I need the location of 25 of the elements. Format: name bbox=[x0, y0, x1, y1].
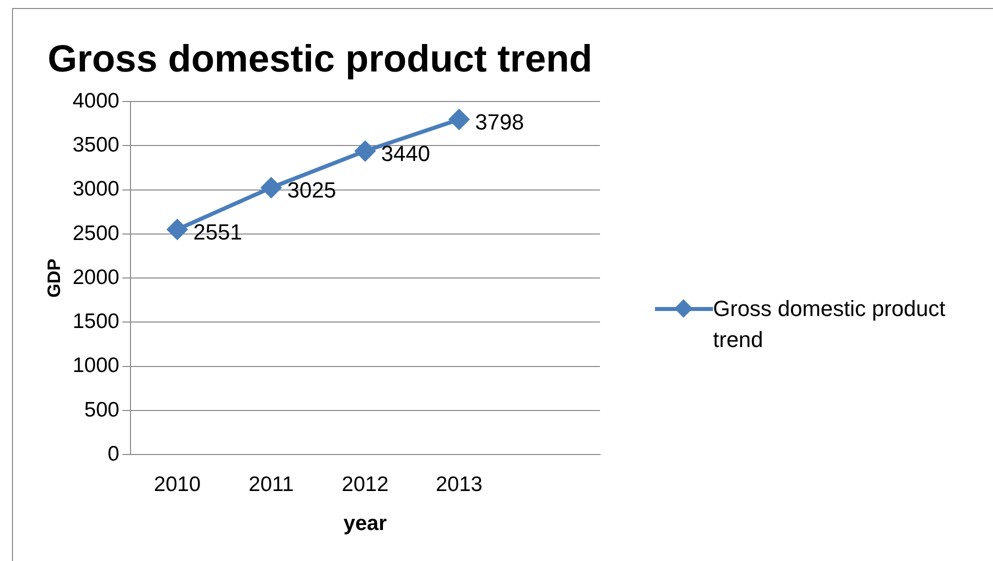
x-tick-label: 2012 bbox=[342, 472, 389, 496]
x-axis-title: year bbox=[344, 512, 387, 536]
y-tick-label: 2500 bbox=[72, 222, 120, 245]
x-tick-label: 2011 bbox=[248, 472, 294, 496]
y-tick-label: 0 bbox=[108, 442, 120, 466]
y-tick-label: 4000 bbox=[72, 89, 120, 112]
y-tick-label: 1000 bbox=[72, 354, 120, 378]
point bbox=[167, 219, 188, 240]
y-tick-label: 500 bbox=[84, 398, 120, 422]
data-label: 3798 bbox=[475, 109, 524, 134]
point bbox=[261, 178, 282, 198]
chart-title: Gross domestic product trend bbox=[48, 38, 592, 80]
data-label: 3440 bbox=[381, 141, 430, 166]
point bbox=[449, 109, 470, 130]
y-tick-label: 2000 bbox=[72, 266, 120, 289]
y-tick-label: 3000 bbox=[72, 178, 120, 201]
y-tick-label: 1500 bbox=[72, 310, 120, 334]
y-axis-title: GDP bbox=[44, 258, 64, 298]
legend-label: Gross domestic product trend bbox=[713, 295, 946, 354]
x-tick-label: 2010 bbox=[154, 472, 201, 496]
y-tick-label: 3500 bbox=[72, 134, 120, 157]
data-label: 3025 bbox=[287, 178, 336, 203]
x-tick-label: 2013 bbox=[436, 472, 482, 496]
data-label: 2551 bbox=[193, 220, 242, 245]
point bbox=[355, 141, 376, 162]
